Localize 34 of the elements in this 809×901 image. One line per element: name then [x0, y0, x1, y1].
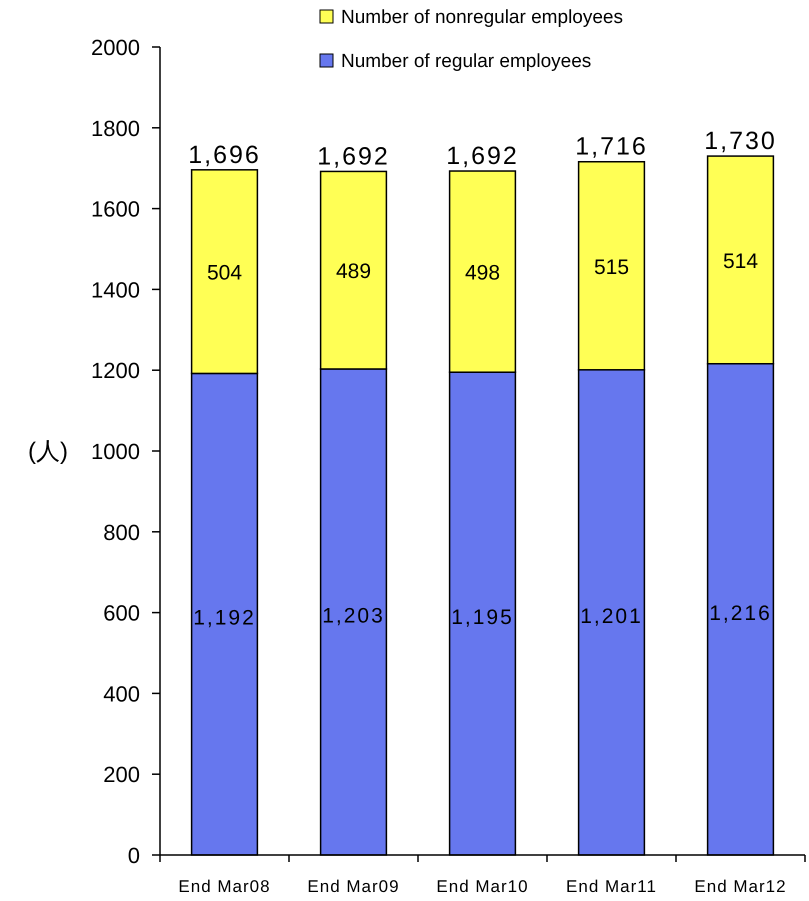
y-tick-label: 800 — [103, 520, 140, 545]
y-tick-label: 400 — [103, 681, 140, 706]
data-label: 514 — [722, 250, 758, 273]
x-tick-label: End Mar08 — [178, 877, 271, 896]
y-tick-label: 0 — [128, 843, 140, 868]
y-tick-label: 1800 — [91, 116, 140, 141]
x-tick-label: End Mar11 — [566, 877, 657, 896]
data-label: 489 — [336, 260, 372, 284]
data-label: 504 — [206, 262, 242, 285]
x-tick-label: End Mar09 — [307, 877, 400, 896]
total-label: 1,730 — [704, 127, 777, 156]
y-tick-label: 1400 — [91, 277, 140, 302]
y-tick-label: 2000 — [91, 35, 140, 60]
y-tick-label: 1200 — [91, 358, 140, 384]
total-label: 1,716 — [575, 132, 648, 161]
x-tick-label: End Mar12 — [694, 877, 787, 896]
total-label: 1,696 — [188, 140, 261, 169]
y-tick-label: 1000 — [91, 439, 140, 464]
legend-label: Number of regular employees — [341, 51, 592, 72]
data-label: 1,195 — [451, 606, 514, 630]
data-label: 1,216 — [709, 602, 772, 625]
data-label: 1,201 — [580, 604, 643, 628]
data-label: 1,192 — [193, 606, 256, 630]
y-tick-label: 600 — [103, 600, 140, 626]
total-label: 1,692 — [317, 142, 390, 170]
y-tick-label: 200 — [103, 762, 140, 788]
legend-label: Number of nonregular employees — [341, 7, 623, 28]
y-tick-label: 1600 — [91, 196, 140, 222]
data-label: 1,203 — [322, 604, 385, 628]
total-label: 1,692 — [446, 142, 519, 170]
data-label: 515 — [594, 256, 630, 279]
y-axis-title: (人) — [28, 438, 68, 465]
data-label: 498 — [464, 262, 500, 285]
x-tick-label: End Mar10 — [436, 877, 529, 896]
